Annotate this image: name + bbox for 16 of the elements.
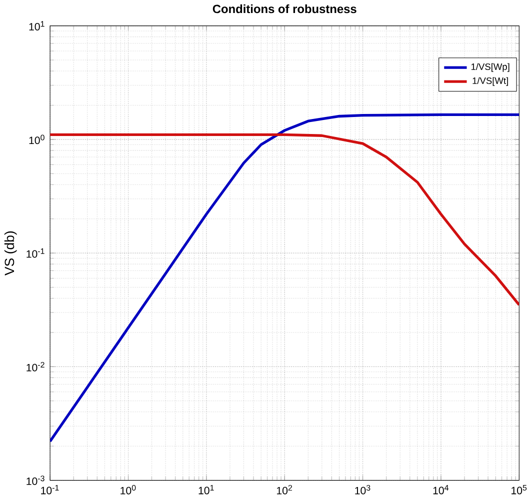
y-tick-label: 10$^{-1}$: [26, 248, 44, 258]
y-tick-label: 10$^{-3}$: [26, 476, 44, 486]
x-tick-label: 10$^{3}$: [355, 485, 370, 494]
x-tick-label: 10$^{-1}$: [41, 485, 59, 494]
y-tick-label: 10$^{0}$: [29, 134, 44, 144]
x-tick-label: 10$^{4}$: [433, 485, 449, 494]
x-tick-label: 10$^{5}$: [512, 485, 527, 494]
legend-label: 1/VS[Wp]: [471, 63, 510, 72]
y-tick-label: 10$^{1}$: [29, 21, 44, 31]
y-tick-label: 10$^{-2}$: [26, 362, 44, 372]
y-axis-title: VS (db): [4, 232, 17, 276]
x-tick-label: 10$^{0}$: [120, 485, 136, 494]
chart-title: Conditions of robustness: [212, 4, 356, 14]
legend-label: 1/VS[Wt]: [472, 77, 508, 86]
x-tick-label: 10$^{2}$: [276, 485, 292, 494]
x-tick-label: 10$^{1}$: [198, 485, 214, 494]
